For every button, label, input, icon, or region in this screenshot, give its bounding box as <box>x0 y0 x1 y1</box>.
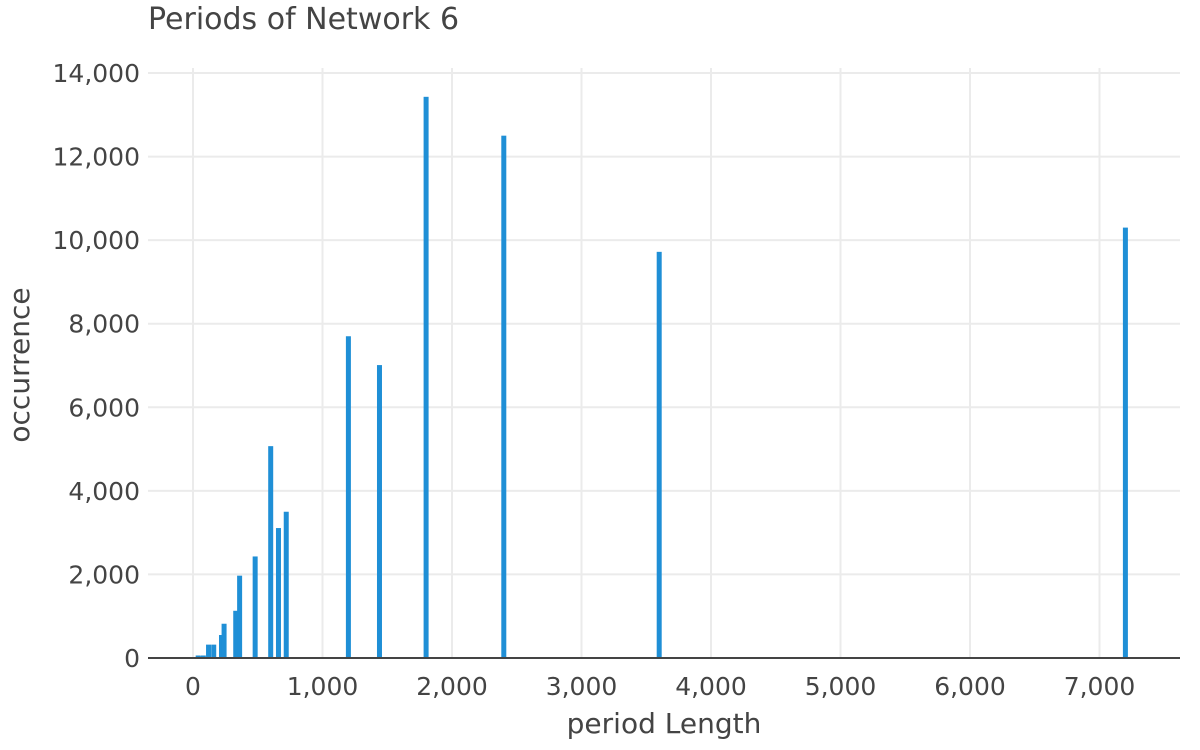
bar <box>345 336 351 658</box>
y-tick-label: 14,000 <box>53 59 140 88</box>
x-tick-label: 2,000 <box>416 672 488 701</box>
bar <box>218 635 224 658</box>
y-axis-title: occurrence <box>3 287 36 442</box>
bar <box>275 528 281 658</box>
bar <box>376 365 382 658</box>
bar <box>211 644 217 658</box>
x-tick-label: 0 <box>185 672 201 701</box>
y-tick-label: 8,000 <box>68 310 140 339</box>
bar <box>1122 227 1128 658</box>
x-tick-label: 1,000 <box>287 672 359 701</box>
bar <box>252 556 258 658</box>
x-tick-label: 5,000 <box>805 672 877 701</box>
bar <box>268 446 274 658</box>
y-tick-label: 4,000 <box>68 477 140 506</box>
chart-title: Periods of Network 6 <box>148 2 460 37</box>
bar <box>195 655 201 658</box>
y-tick-label: 2,000 <box>68 560 140 589</box>
x-tick-label: 7,000 <box>1064 672 1136 701</box>
bar-layer <box>193 96 1128 659</box>
x-tick-label: 6,000 <box>934 672 1006 701</box>
x-tick-label: 4,000 <box>675 672 747 701</box>
bar <box>206 644 212 658</box>
bar <box>221 623 227 658</box>
bar <box>501 135 507 658</box>
y-tick-label: 10,000 <box>53 226 140 255</box>
grid-layer <box>148 68 1180 658</box>
y-tick-label: 0 <box>124 644 140 673</box>
bar <box>283 511 289 658</box>
bar <box>237 575 243 658</box>
label-layer: 0 2,000 4,000 6,000 8,000 10,000 12,000 14,000 0… <box>53 59 1136 701</box>
y-tick-label: 12,000 <box>53 143 140 172</box>
bar <box>656 251 662 659</box>
x-axis-title: period Length <box>567 707 762 740</box>
x-tick-label: 3,000 <box>546 672 618 701</box>
bar <box>233 610 239 658</box>
bar <box>200 655 206 658</box>
bar <box>423 96 429 658</box>
y-tick-label: 6,000 <box>68 393 140 422</box>
